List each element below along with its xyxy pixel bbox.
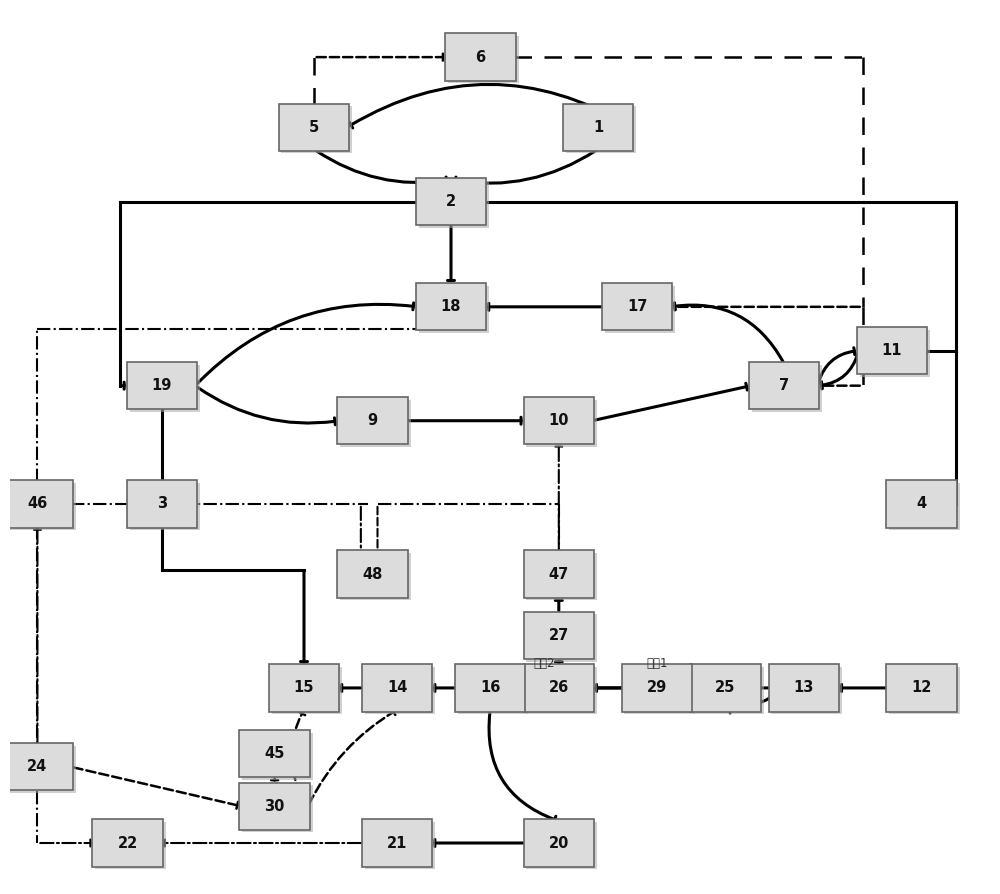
FancyBboxPatch shape — [337, 551, 408, 598]
FancyBboxPatch shape — [886, 480, 957, 527]
Text: 20: 20 — [549, 836, 569, 850]
FancyBboxPatch shape — [526, 553, 597, 601]
FancyBboxPatch shape — [622, 664, 692, 712]
Text: 10: 10 — [549, 413, 569, 428]
FancyBboxPatch shape — [455, 664, 525, 712]
Text: 17: 17 — [627, 299, 647, 315]
FancyBboxPatch shape — [563, 104, 633, 151]
FancyBboxPatch shape — [889, 483, 960, 530]
Text: 11: 11 — [882, 343, 902, 358]
Text: 1: 1 — [593, 120, 603, 135]
FancyBboxPatch shape — [362, 819, 432, 866]
FancyBboxPatch shape — [2, 480, 73, 527]
Text: 18: 18 — [441, 299, 461, 315]
FancyBboxPatch shape — [524, 664, 594, 712]
Text: 22: 22 — [117, 836, 138, 850]
FancyBboxPatch shape — [239, 730, 310, 777]
FancyBboxPatch shape — [526, 400, 597, 447]
FancyBboxPatch shape — [130, 365, 200, 412]
FancyBboxPatch shape — [416, 178, 486, 225]
Text: 46: 46 — [27, 496, 48, 511]
FancyBboxPatch shape — [771, 667, 842, 714]
FancyBboxPatch shape — [860, 330, 930, 377]
FancyBboxPatch shape — [416, 283, 486, 331]
FancyBboxPatch shape — [127, 362, 197, 409]
Text: 连接1: 连接1 — [646, 657, 668, 670]
Text: 连接2: 连接2 — [533, 657, 555, 670]
Text: 3: 3 — [157, 496, 167, 511]
FancyBboxPatch shape — [419, 286, 489, 333]
FancyBboxPatch shape — [239, 782, 310, 830]
Text: 15: 15 — [294, 680, 314, 696]
FancyBboxPatch shape — [340, 400, 411, 447]
Text: 25: 25 — [715, 680, 736, 696]
FancyBboxPatch shape — [365, 822, 435, 869]
Text: 9: 9 — [368, 413, 378, 428]
FancyBboxPatch shape — [279, 104, 349, 151]
Text: 12: 12 — [911, 680, 932, 696]
Text: 13: 13 — [794, 680, 814, 696]
FancyBboxPatch shape — [242, 732, 313, 780]
FancyBboxPatch shape — [524, 611, 594, 659]
FancyBboxPatch shape — [524, 397, 594, 444]
FancyBboxPatch shape — [857, 327, 927, 375]
FancyBboxPatch shape — [337, 397, 408, 444]
FancyBboxPatch shape — [752, 365, 822, 412]
FancyBboxPatch shape — [448, 36, 519, 83]
FancyBboxPatch shape — [749, 362, 819, 409]
Text: 45: 45 — [264, 746, 285, 761]
Text: 27: 27 — [549, 628, 569, 643]
FancyBboxPatch shape — [693, 667, 764, 714]
FancyBboxPatch shape — [524, 551, 594, 598]
FancyBboxPatch shape — [362, 664, 432, 712]
Text: 2: 2 — [446, 194, 456, 209]
Text: 26: 26 — [549, 680, 569, 696]
FancyBboxPatch shape — [886, 664, 957, 712]
FancyBboxPatch shape — [242, 785, 313, 832]
FancyBboxPatch shape — [95, 822, 166, 869]
FancyBboxPatch shape — [272, 667, 342, 714]
Text: 5: 5 — [309, 120, 319, 135]
FancyBboxPatch shape — [281, 106, 352, 154]
FancyBboxPatch shape — [5, 746, 76, 793]
FancyBboxPatch shape — [340, 553, 411, 601]
Text: 14: 14 — [387, 680, 407, 696]
Text: 24: 24 — [27, 759, 48, 774]
FancyBboxPatch shape — [92, 819, 163, 866]
FancyBboxPatch shape — [602, 283, 672, 331]
FancyBboxPatch shape — [605, 286, 675, 333]
FancyBboxPatch shape — [269, 664, 339, 712]
FancyBboxPatch shape — [524, 819, 594, 866]
Text: 21: 21 — [387, 836, 407, 850]
Text: 19: 19 — [152, 378, 172, 393]
FancyBboxPatch shape — [526, 614, 597, 662]
Text: 29: 29 — [647, 680, 667, 696]
FancyBboxPatch shape — [526, 667, 597, 714]
FancyBboxPatch shape — [769, 664, 839, 712]
FancyBboxPatch shape — [526, 822, 597, 869]
FancyBboxPatch shape — [566, 106, 636, 154]
Text: 4: 4 — [916, 496, 926, 511]
Text: 16: 16 — [480, 680, 500, 696]
FancyBboxPatch shape — [690, 664, 761, 712]
FancyBboxPatch shape — [445, 33, 516, 80]
FancyBboxPatch shape — [419, 181, 489, 228]
FancyBboxPatch shape — [624, 667, 695, 714]
FancyBboxPatch shape — [130, 483, 200, 530]
Text: 6: 6 — [475, 50, 485, 64]
Text: 7: 7 — [779, 378, 789, 393]
FancyBboxPatch shape — [5, 483, 76, 530]
FancyBboxPatch shape — [2, 743, 73, 790]
FancyBboxPatch shape — [458, 667, 528, 714]
FancyBboxPatch shape — [365, 667, 435, 714]
FancyBboxPatch shape — [127, 480, 197, 527]
FancyBboxPatch shape — [889, 667, 960, 714]
Text: 47: 47 — [549, 567, 569, 581]
Text: 30: 30 — [264, 798, 285, 814]
Text: 48: 48 — [362, 567, 383, 581]
